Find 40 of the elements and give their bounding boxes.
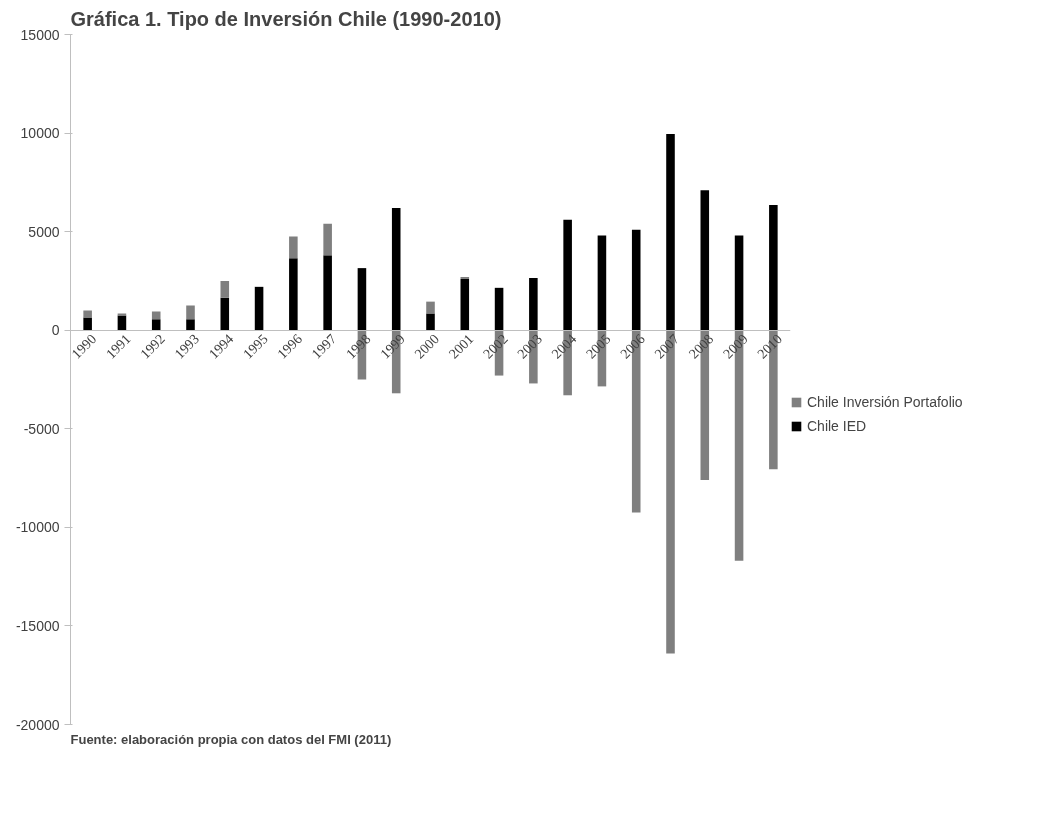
y-tick-label: 10000 <box>20 125 60 142</box>
bar <box>83 310 92 318</box>
bar <box>289 236 298 259</box>
bar <box>254 286 264 331</box>
y-tick-label: -20000 <box>15 716 60 733</box>
bar <box>186 305 195 320</box>
bar <box>83 317 92 331</box>
bar <box>289 258 298 331</box>
bar <box>529 277 538 331</box>
bar <box>494 287 504 331</box>
chart-title: Gráfica 1. Tipo de Inversión Chile (1990-2010) <box>70 7 502 30</box>
bar <box>220 280 230 298</box>
bar <box>597 235 607 331</box>
bar <box>323 223 332 256</box>
legend-label: Chile IED <box>807 418 867 434</box>
bar <box>391 207 401 331</box>
bar <box>769 205 778 331</box>
bar <box>426 301 435 314</box>
bar <box>186 319 195 331</box>
source-note: Fuente: elaboración propia con datos del FMI (2011) <box>70 731 392 747</box>
bar <box>426 313 435 331</box>
bar <box>323 255 332 331</box>
bar <box>357 268 367 331</box>
bar <box>460 278 470 331</box>
y-tick-label: 0 <box>51 322 60 339</box>
y-tick-label: -10000 <box>15 519 60 536</box>
bar <box>563 219 572 331</box>
bar <box>631 229 641 331</box>
bar <box>734 235 744 331</box>
legend-label: Chile Inversión Portafolio <box>807 394 963 410</box>
bar <box>117 315 127 331</box>
y-tick-label: -5000 <box>23 420 60 437</box>
bar <box>151 311 161 320</box>
bar <box>700 190 710 331</box>
bar <box>151 319 161 331</box>
bar <box>220 297 230 331</box>
y-tick-label: 5000 <box>28 223 60 240</box>
y-tick-label: -15000 <box>15 617 60 634</box>
bar <box>666 134 675 331</box>
y-tick-label: 15000 <box>20 26 60 43</box>
